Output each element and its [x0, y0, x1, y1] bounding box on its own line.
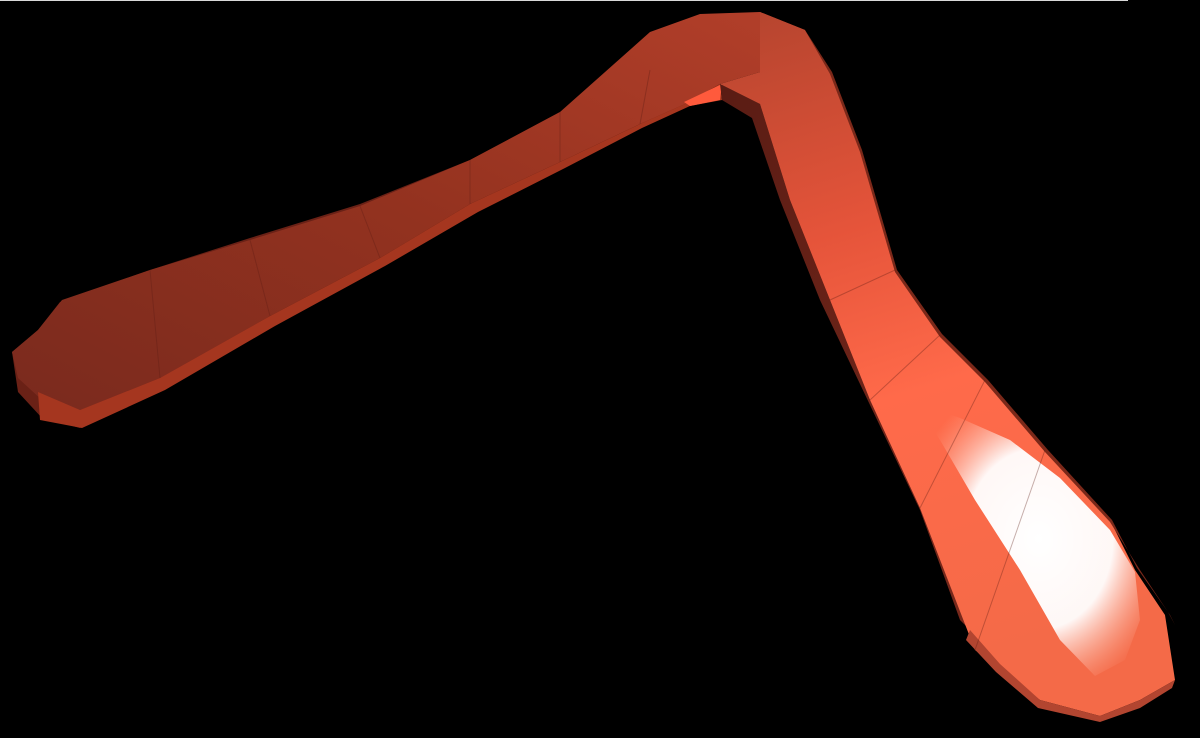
- right-arm-bevel: [966, 630, 1175, 722]
- left-arm-bevel: [38, 84, 722, 428]
- elbow-highlight: [684, 84, 722, 106]
- left-arm-top-face: [12, 12, 805, 410]
- viewport-top-border: [0, 0, 1128, 1]
- specular-highlight: [915, 402, 1140, 676]
- facet-lines: [149, 69, 1046, 651]
